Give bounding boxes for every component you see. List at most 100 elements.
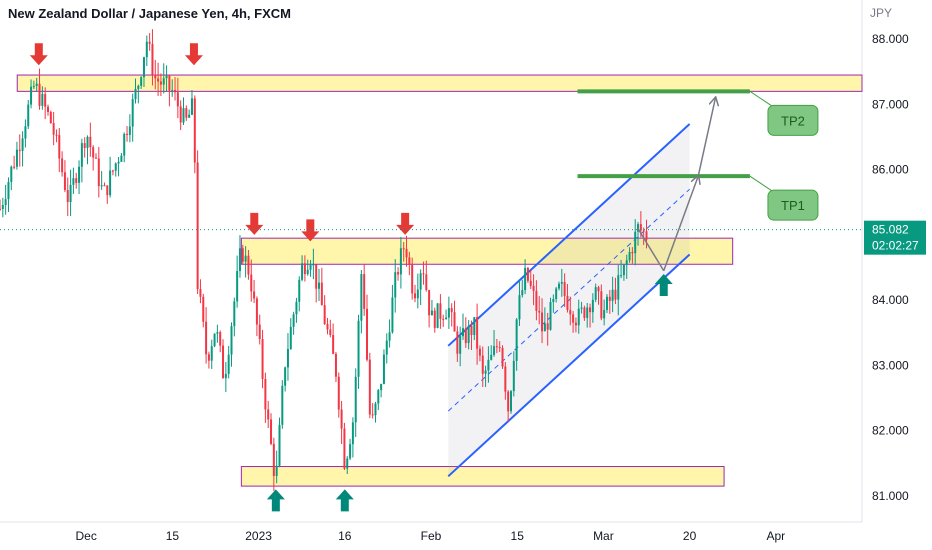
candle-body[interactable] xyxy=(366,308,369,360)
candle-body[interactable] xyxy=(32,86,35,88)
candle-body[interactable] xyxy=(295,301,298,315)
candle-body[interactable] xyxy=(106,185,109,196)
candle-body[interactable] xyxy=(382,354,385,384)
candle-body[interactable] xyxy=(397,272,400,275)
last-price-tag[interactable] xyxy=(864,220,926,255)
candle-body[interactable] xyxy=(414,293,417,299)
candle-body[interactable] xyxy=(645,231,648,240)
candle-body[interactable] xyxy=(281,385,284,425)
zone-resistance-top[interactable] xyxy=(16,74,863,92)
candle-body[interactable] xyxy=(120,155,123,162)
candle-body[interactable] xyxy=(27,104,30,127)
candle-body[interactable] xyxy=(501,347,504,367)
candle-body[interactable] xyxy=(498,347,501,349)
candle-body[interactable] xyxy=(202,296,205,322)
down-arrow-marker[interactable] xyxy=(184,43,203,66)
candle-body[interactable] xyxy=(620,275,623,277)
candle-body[interactable] xyxy=(284,367,287,386)
candle-body[interactable] xyxy=(298,279,301,302)
candle-body[interactable] xyxy=(272,443,275,476)
candle-body[interactable] xyxy=(357,320,360,377)
candle-body[interactable] xyxy=(174,89,177,93)
candle-body[interactable] xyxy=(484,370,487,374)
candle-body[interactable] xyxy=(481,355,484,374)
candle-body[interactable] xyxy=(230,326,233,355)
candle-body[interactable] xyxy=(61,158,64,173)
candle-body[interactable] xyxy=(507,391,510,412)
candle-body[interactable] xyxy=(151,43,154,75)
candle-body[interactable] xyxy=(134,88,137,100)
candle-body[interactable] xyxy=(399,248,402,275)
candle-body[interactable] xyxy=(459,336,462,354)
candle-body[interactable] xyxy=(605,296,608,310)
candle-body[interactable] xyxy=(380,383,383,391)
candle-body[interactable] xyxy=(518,295,521,320)
candle-body[interactable] xyxy=(80,143,83,167)
candle-body[interactable] xyxy=(250,274,253,292)
candle-body[interactable] xyxy=(312,264,315,266)
candle-body[interactable] xyxy=(46,106,49,113)
candle-body[interactable] xyxy=(374,403,377,416)
candle-body[interactable] xyxy=(586,307,589,318)
candle-body[interactable] xyxy=(275,465,278,476)
projection-segment[interactable] xyxy=(663,176,698,272)
candle-body[interactable] xyxy=(526,267,529,281)
candle-body[interactable] xyxy=(157,78,160,82)
candle-body[interactable] xyxy=(86,136,89,149)
candle-body[interactable] xyxy=(589,307,592,313)
candle-body[interactable] xyxy=(600,291,603,319)
candle-body[interactable] xyxy=(278,424,281,466)
candle-body[interactable] xyxy=(538,310,541,313)
zone-support-bottom[interactable] xyxy=(240,466,725,487)
candle-body[interactable] xyxy=(340,409,343,429)
candle-body[interactable] xyxy=(131,99,134,127)
candle-body[interactable] xyxy=(363,274,366,309)
up-arrow-marker[interactable] xyxy=(654,274,673,297)
candle-body[interactable] xyxy=(94,157,97,159)
candle-body[interactable] xyxy=(137,85,140,89)
candle-body[interactable] xyxy=(219,332,222,346)
candle-body[interactable] xyxy=(140,77,143,86)
candle-body[interactable] xyxy=(563,282,566,296)
candle-body[interactable] xyxy=(470,325,473,335)
up-arrow-marker[interactable] xyxy=(266,489,285,512)
candle-body[interactable] xyxy=(478,348,481,356)
candle-body[interactable] xyxy=(222,345,225,379)
candle-body[interactable] xyxy=(205,321,208,355)
candle-body[interactable] xyxy=(617,275,620,300)
candle-body[interactable] xyxy=(532,285,535,291)
candle-body[interactable] xyxy=(405,248,408,258)
candle-body[interactable] xyxy=(253,291,256,299)
candle-body[interactable] xyxy=(309,264,312,270)
candle-body[interactable] xyxy=(176,92,179,107)
candle-body[interactable] xyxy=(560,282,563,284)
zone-resistance-mid[interactable] xyxy=(240,237,734,265)
candle-body[interactable] xyxy=(236,271,239,302)
candle-body[interactable] xyxy=(371,414,374,416)
candle-body[interactable] xyxy=(89,136,92,148)
down-arrow-marker[interactable] xyxy=(29,43,48,66)
candle-body[interactable] xyxy=(264,378,267,410)
candle-body[interactable] xyxy=(258,324,261,340)
candle-body[interactable] xyxy=(473,317,476,335)
candle-body[interactable] xyxy=(255,298,258,325)
candle-body[interactable] xyxy=(512,360,515,392)
candle-body[interactable] xyxy=(145,41,148,58)
candle-body[interactable] xyxy=(594,287,597,300)
candle-body[interactable] xyxy=(622,264,625,276)
candle-body[interactable] xyxy=(103,185,106,187)
candle-body[interactable] xyxy=(168,75,171,91)
candle-body[interactable] xyxy=(495,346,498,348)
candle-body[interactable] xyxy=(128,126,131,135)
candle-body[interactable] xyxy=(368,359,371,415)
candle-body[interactable] xyxy=(555,288,558,300)
candle-body[interactable] xyxy=(456,331,459,354)
candle-body[interactable] xyxy=(394,272,397,298)
candle-body[interactable] xyxy=(165,75,168,79)
candle-body[interactable] xyxy=(639,224,642,231)
candle-body[interactable] xyxy=(289,326,292,350)
candle-body[interactable] xyxy=(549,301,552,330)
candle-body[interactable] xyxy=(241,248,244,262)
candle-body[interactable] xyxy=(535,290,538,311)
